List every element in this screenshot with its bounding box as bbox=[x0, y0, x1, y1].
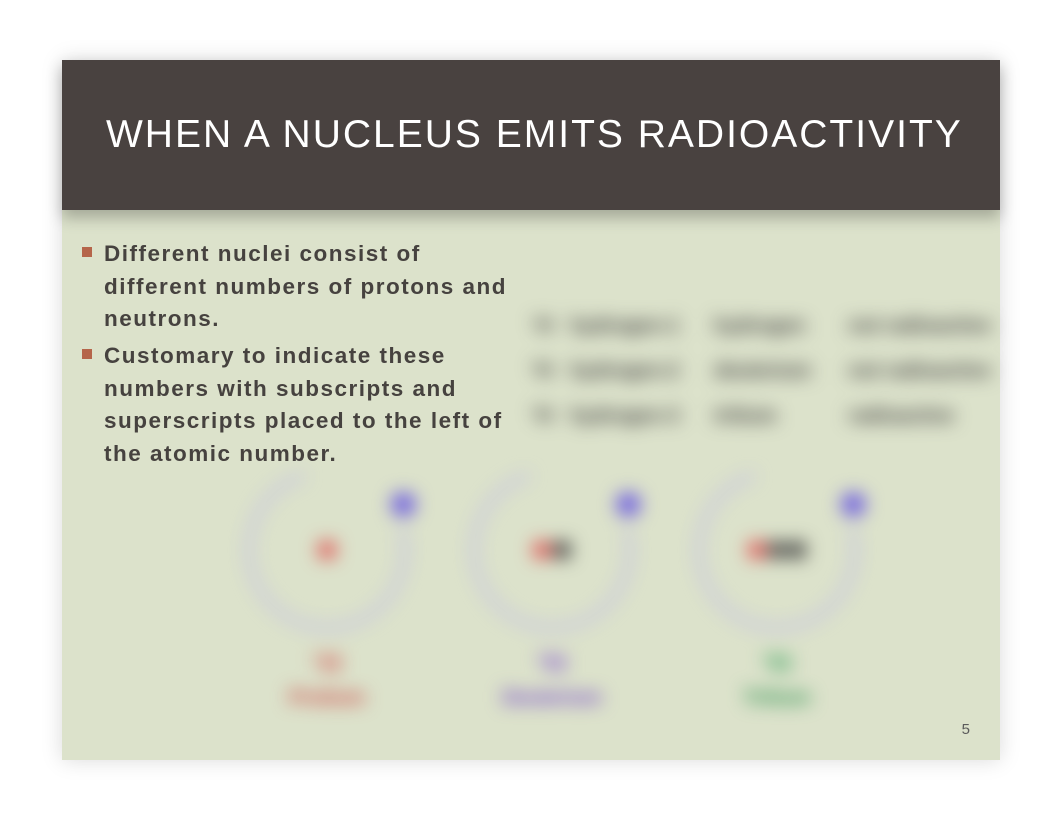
legend-symbol: ³H bbox=[532, 405, 570, 428]
legend-row: ³H hydrogen-3 tritium radioactive bbox=[532, 405, 1002, 428]
legend-name: hydrogen-2 bbox=[570, 360, 714, 383]
page-number: 5 bbox=[962, 721, 970, 738]
electron-icon bbox=[612, 488, 644, 520]
orbit-icon bbox=[444, 442, 660, 658]
atom-symbol: ³H bbox=[682, 648, 872, 679]
slide: WHEN A NUCLEUS EMITS RADIOACTIVITY Diffe… bbox=[62, 60, 1000, 760]
bullet-text: Customary to indicate these numbers with… bbox=[104, 340, 522, 471]
neutron-icon bbox=[788, 541, 806, 559]
title-bar: WHEN A NUCLEUS EMITS RADIOACTIVITY bbox=[62, 60, 1000, 210]
legend-row: ¹H hydrogen-1 hydrogen not radioactive bbox=[532, 315, 1002, 338]
bullet-text: Different nuclei consist of different nu… bbox=[104, 238, 522, 336]
legend-alt: tritium bbox=[714, 405, 848, 428]
slide-title: WHEN A NUCLEUS EMITS RADIOACTIVITY bbox=[106, 113, 963, 157]
proton-icon bbox=[533, 541, 551, 559]
nucleus-icon bbox=[317, 540, 337, 560]
atom-tritium: ³H Tritium bbox=[682, 470, 872, 750]
atom-label: Deuterium bbox=[457, 687, 647, 710]
atom-label: Tritium bbox=[682, 687, 872, 710]
neutron-icon bbox=[553, 541, 571, 559]
legend-row: ²H hydrogen-2 deuterium not radioactive bbox=[532, 360, 1002, 383]
legend-name: hydrogen-3 bbox=[570, 405, 714, 428]
electron-icon bbox=[387, 488, 419, 520]
legend-radioactive: radioactive bbox=[849, 405, 1002, 428]
atom-deuterium: ²H Deuterium bbox=[457, 470, 647, 750]
legend-name: hydrogen-1 bbox=[570, 315, 714, 338]
atom-symbol: ¹H bbox=[232, 648, 422, 679]
bullet-list: Different nuclei consist of different nu… bbox=[82, 238, 522, 474]
proton-icon bbox=[748, 541, 766, 559]
orbit-icon bbox=[669, 442, 885, 658]
bullet-item: Customary to indicate these numbers with… bbox=[82, 340, 522, 471]
legend-symbol: ¹H bbox=[532, 315, 570, 338]
legend-radioactive: not radioactive bbox=[849, 315, 1002, 338]
atom-symbol: ²H bbox=[457, 648, 647, 679]
atom-diagram-row: ¹H Protium ²H Deuterium bbox=[232, 470, 872, 750]
isotope-legend: ¹H hydrogen-1 hydrogen not radioactive ²… bbox=[532, 315, 1002, 450]
nucleus-icon bbox=[747, 540, 807, 560]
bullet-item: Different nuclei consist of different nu… bbox=[82, 238, 522, 336]
legend-alt: hydrogen bbox=[714, 315, 848, 338]
neutron-icon bbox=[768, 541, 786, 559]
bullet-marker-icon bbox=[82, 247, 92, 257]
orbit-icon bbox=[219, 442, 435, 658]
legend-alt: deuterium bbox=[714, 360, 848, 383]
atom-protium: ¹H Protium bbox=[232, 470, 422, 750]
nucleus-icon bbox=[532, 540, 572, 560]
legend-radioactive: not radioactive bbox=[849, 360, 1002, 383]
atom-label: Protium bbox=[232, 687, 422, 710]
proton-icon bbox=[318, 541, 336, 559]
legend-symbol: ²H bbox=[532, 360, 570, 383]
electron-icon bbox=[837, 488, 869, 520]
bullet-marker-icon bbox=[82, 349, 92, 359]
